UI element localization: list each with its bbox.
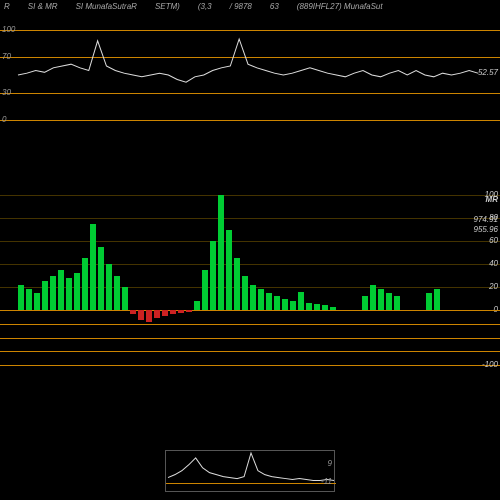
mr-bar [314, 304, 320, 310]
mr-bar [250, 285, 256, 310]
gridline [0, 264, 500, 265]
gridline [0, 241, 500, 242]
mr-bar [274, 296, 280, 310]
mr-bar [170, 310, 176, 314]
hdr-3: SETM) [155, 2, 180, 11]
mr-bar [210, 241, 216, 310]
mr-bar [202, 270, 208, 310]
mr-bar [18, 285, 24, 310]
mr-bar [138, 310, 144, 320]
gridline [0, 338, 500, 339]
axis-label: 100 [485, 190, 498, 199]
mr-bar [362, 296, 368, 310]
mr-bar [154, 310, 160, 318]
gridline [0, 324, 500, 325]
hdr-4: (3,3 [198, 2, 212, 11]
mr-bar [330, 307, 336, 310]
mr-bar [426, 293, 432, 310]
mr-bar [178, 310, 184, 313]
mr-bar [114, 276, 120, 311]
mini-line-chart [166, 451, 336, 493]
mr-panel: MR100806040200-100974.91955.96 [0, 195, 500, 365]
hdr-0: R [4, 2, 10, 11]
zero-line [0, 310, 500, 311]
mr-bar [386, 293, 392, 310]
mr-bar [226, 230, 232, 311]
overlay-value: 955.96 [474, 225, 498, 234]
mr-bar [394, 296, 400, 310]
header-bar: R SI & MR SI MunafaSutraR SETM) (3,3 / 9… [0, 0, 500, 13]
axis-label: 20 [489, 282, 498, 291]
mr-bar [242, 276, 248, 311]
mr-bar [34, 293, 40, 310]
hdr-5: / 9878 [230, 2, 252, 11]
mr-bar [434, 289, 440, 310]
mr-bar [42, 281, 48, 310]
mr-bar [378, 289, 384, 310]
mr-bar [218, 195, 224, 310]
gridline [0, 120, 500, 121]
overlay-value: 974.91 [474, 215, 498, 224]
mr-bar [258, 289, 264, 310]
axis-label: 40 [489, 259, 498, 268]
mr-bar [130, 310, 136, 314]
axis-label: -100 [482, 360, 498, 369]
mr-bar [186, 310, 192, 312]
mr-bar [58, 270, 64, 310]
mr-bar [122, 287, 128, 310]
mr-bar [74, 273, 80, 310]
mr-bar [162, 310, 168, 316]
mini-label: 9 [328, 459, 332, 468]
rsi-panel: 1007030052.57 [0, 30, 500, 120]
axis-label: 60 [489, 236, 498, 245]
gridline [0, 365, 500, 366]
mr-bar [194, 301, 200, 310]
mr-bar [306, 303, 312, 310]
gridline [0, 351, 500, 352]
hdr-1: SI & MR [28, 2, 58, 11]
mr-bar [106, 264, 112, 310]
mr-bar [98, 247, 104, 310]
gridline [0, 195, 500, 196]
rsi-line-chart [0, 30, 500, 120]
mr-bar [282, 299, 288, 311]
hdr-6: 63 [270, 2, 279, 11]
mini-inset-panel: 9 -11 [165, 450, 335, 492]
mr-bar [82, 258, 88, 310]
hdr-7: (889IHFL27) MunafaSut [297, 2, 383, 11]
mr-bar [266, 293, 272, 310]
mini-label: -11 [321, 477, 332, 486]
mr-bar [146, 310, 152, 322]
mr-bar [370, 285, 376, 310]
hdr-2: SI MunafaSutraR [76, 2, 137, 11]
mr-bar [290, 301, 296, 310]
mr-bar [50, 276, 56, 311]
mr-bar [298, 292, 304, 310]
current-value-label: 52.57 [478, 68, 498, 77]
mr-bar [234, 258, 240, 310]
mr-bar [26, 289, 32, 310]
gridline [0, 218, 500, 219]
mr-bar [90, 224, 96, 310]
mr-bar [66, 278, 72, 310]
mr-bar [322, 305, 328, 310]
